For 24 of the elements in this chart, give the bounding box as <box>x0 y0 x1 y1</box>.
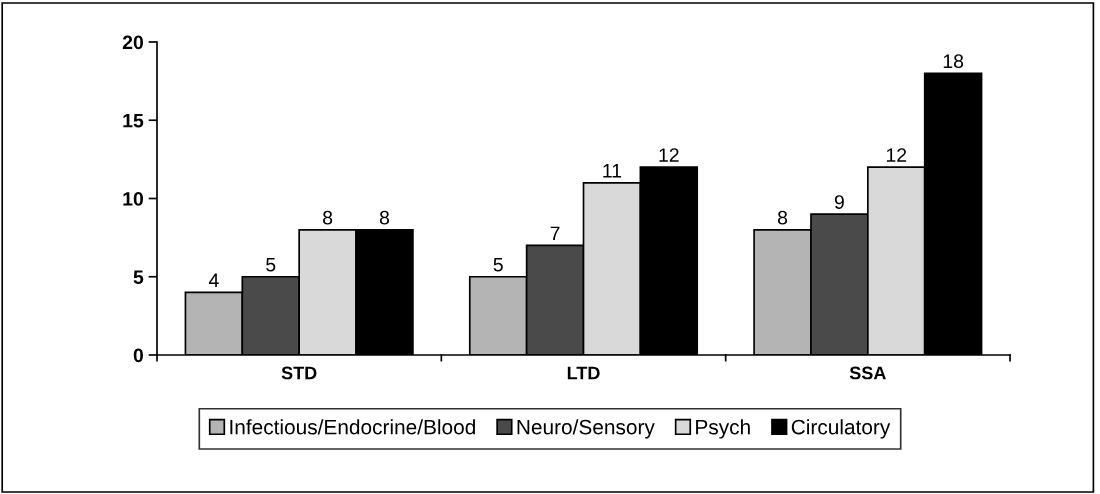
data-label: 7 <box>550 226 560 241</box>
legend-label: Infectious/Endocrine/Blood <box>230 419 475 435</box>
y-tick-label: 10 <box>123 191 144 206</box>
data-label: 8 <box>379 210 390 225</box>
y-tick-label: 20 <box>122 35 144 50</box>
legend-label: Neuro/Sensory <box>517 419 655 439</box>
data-label: 5 <box>493 257 503 272</box>
y-tick-label: 15 <box>123 113 144 128</box>
y-tick-label: 0 <box>133 348 144 363</box>
data-label: 12 <box>886 148 907 162</box>
data-label: 11 <box>603 164 622 178</box>
x-tick-label: SSA <box>849 366 886 380</box>
data-label: 12 <box>659 148 679 162</box>
data-label: 8 <box>777 210 788 225</box>
data-label: 8 <box>323 210 333 225</box>
data-label: 4 <box>208 273 219 287</box>
y-tick-label: 5 <box>133 270 144 284</box>
data-label: 5 <box>266 257 276 272</box>
x-tick-label: STD <box>281 366 317 380</box>
data-label: 9 <box>834 195 844 209</box>
x-tick-label: LTD <box>567 366 600 380</box>
legend-label: Psych <box>696 419 750 439</box>
data-label: 18 <box>943 54 964 69</box>
legend-label: Circulatory <box>791 419 891 439</box>
